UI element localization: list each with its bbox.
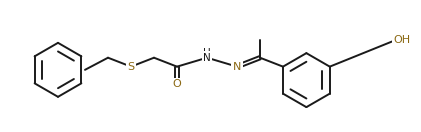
Text: OH: OH <box>394 35 411 45</box>
Text: H: H <box>203 48 211 58</box>
Text: O: O <box>173 79 181 89</box>
Text: N: N <box>203 53 211 63</box>
Text: N: N <box>233 62 241 72</box>
Text: S: S <box>128 62 135 72</box>
